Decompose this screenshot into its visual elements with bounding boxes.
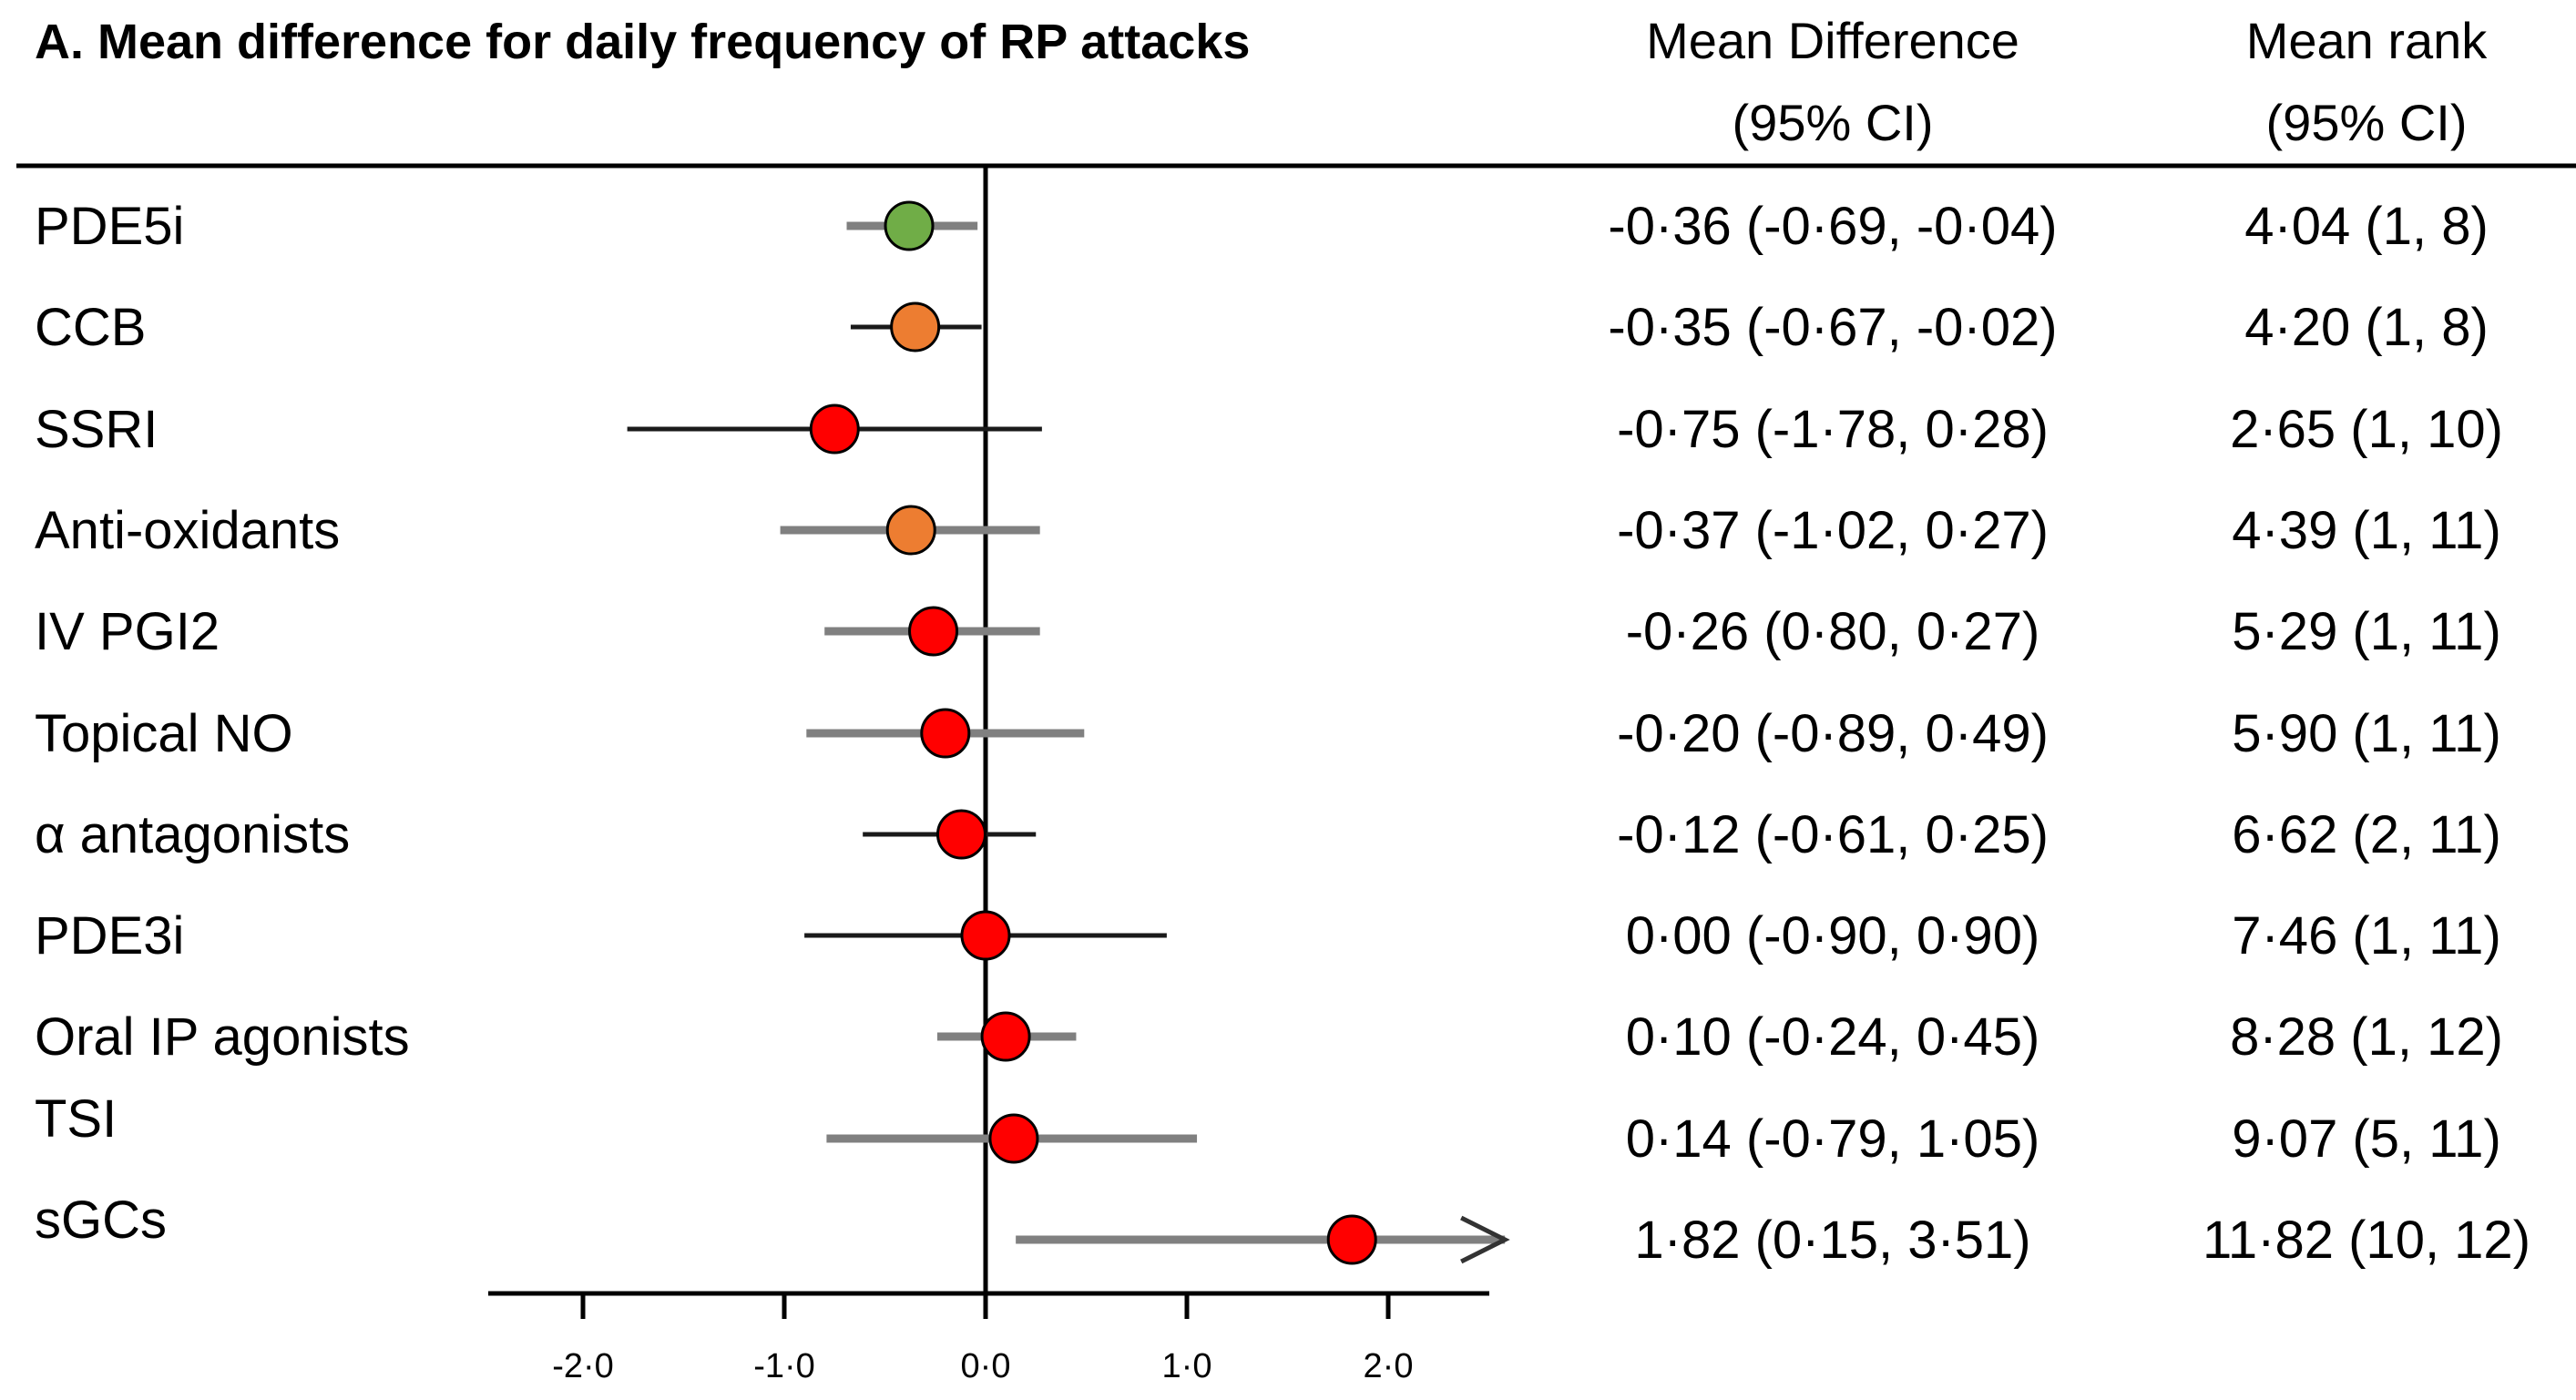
mean-difference-value: 0·00 (-0·90, 0·90): [1626, 906, 2040, 966]
mean-rank-value: 6·62 (2, 11): [2232, 805, 2501, 864]
mean-rank-value: 4·39 (1, 11): [2232, 501, 2501, 560]
plot-area: [627, 166, 1510, 1293]
md-header-line2: (95% CI): [1733, 94, 1934, 151]
mean-rank-value: 4·20 (1, 8): [2244, 298, 2489, 357]
mean-difference-value: 1·82 (0·15, 3·51): [1634, 1211, 2030, 1270]
row-label: IV PGI2: [35, 602, 220, 661]
point-estimate-marker: [885, 505, 936, 556]
point-estimate-marker: [988, 1113, 1039, 1164]
mean-difference-value: -0·26 (0·80, 0·27): [1626, 602, 2040, 661]
ci-overflow-arrow: [1460, 1215, 1510, 1264]
mean-difference-value: -0·36 (-0·69, -0·04): [1608, 197, 2057, 256]
row-label: PDE3i: [35, 906, 184, 966]
chart-title: A. Mean difference for daily frequency o…: [35, 15, 1250, 69]
mean-difference-value: -0·12 (-0·61, 0·25): [1617, 805, 2049, 864]
point-estimate-marker: [884, 200, 935, 251]
mean-rank-value: 2·65 (1, 10): [2230, 400, 2503, 459]
point-estimate-marker: [1326, 1214, 1377, 1265]
row-label: sGCs: [35, 1191, 167, 1250]
rank-header-line1: Mean rank: [2246, 12, 2489, 69]
x-tick-label: -2·0: [552, 1347, 614, 1385]
row-label: Anti-oxidants: [35, 501, 340, 560]
mean-rank-value: 11·82 (10, 12): [2203, 1211, 2530, 1270]
x-tick-label: 0·0: [961, 1347, 1011, 1385]
point-estimate-marker: [809, 404, 860, 455]
point-estimate-marker: [935, 809, 986, 860]
rank-header-line2: (95% CI): [2266, 94, 2468, 151]
point-estimate-marker: [920, 708, 971, 759]
row-label: α antagonists: [35, 805, 350, 864]
mean-rank-value: 7·46 (1, 11): [2232, 906, 2501, 966]
x-tick-label: 1·0: [1162, 1347, 1212, 1385]
row-label: SSRI: [35, 400, 158, 459]
point-estimate-marker: [908, 606, 959, 657]
mean-rank-value: 4·04 (1, 8): [2244, 197, 2489, 256]
mean-difference-value: -0·35 (-0·67, -0·02): [1608, 298, 2057, 357]
row-label: Topical NO: [35, 704, 293, 763]
point-estimate-marker: [960, 910, 1011, 961]
mean-rank-value: 5·90 (1, 11): [2232, 704, 2501, 763]
mean-rank-value: 9·07 (5, 11): [2232, 1109, 2501, 1169]
mean-rank-value: 5·29 (1, 11): [2232, 602, 2501, 661]
mean-rank-value: 8·28 (1, 12): [2230, 1007, 2503, 1067]
mean-difference-value: -0·20 (-0·89, 0·49): [1617, 704, 2049, 763]
row-labels: PDE5i -0·36 (-0·69, -0·04) 4·04 (1, 8) CCB -…: [35, 197, 2530, 1270]
row-label: PDE5i: [35, 197, 184, 256]
mean-difference-value: -0·37 (-1·02, 0·27): [1617, 501, 2049, 560]
mean-difference-value: 0·10 (-0·24, 0·45): [1626, 1007, 2040, 1067]
point-estimate-marker: [890, 301, 941, 353]
mean-difference-value: 0·14 (-0·79, 1·05): [1626, 1109, 2040, 1169]
x-tick-label: 2·0: [1364, 1347, 1414, 1385]
x-axis: -2·0 -1·0 0·0 1·0 2·0: [488, 1291, 1489, 1385]
row-label: Oral IP agonists: [35, 1007, 410, 1067]
mean-difference-value: -0·75 (-1·78, 0·28): [1617, 400, 2049, 459]
md-header-line1: Mean Difference: [1646, 12, 2019, 69]
row-label: TSI: [35, 1089, 117, 1149]
row-label: CCB: [35, 298, 146, 357]
point-estimate-marker: [980, 1011, 1031, 1062]
x-tick-label: -1·0: [753, 1347, 815, 1385]
